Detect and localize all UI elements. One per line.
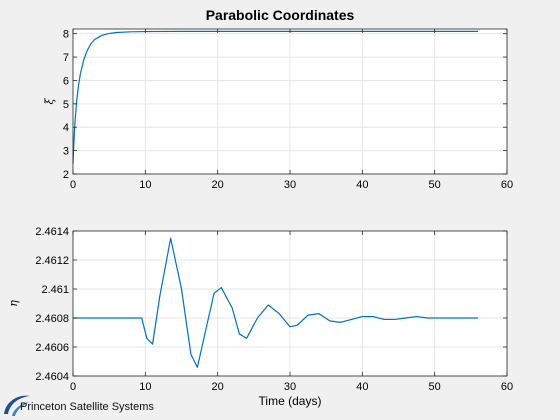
x-tick-label: 10	[139, 179, 151, 191]
figure-title: Parabolic Coordinates	[206, 7, 355, 23]
y-tick-label: 7	[63, 52, 69, 64]
y-axis-label: η	[7, 300, 20, 307]
y-tick-label: 2.4604	[35, 371, 69, 383]
y-tick-label: 5	[63, 99, 69, 111]
x-axis-label: Time (days)	[259, 394, 322, 408]
axes-eta: 0 10 20 30 40 50 60 2.4604 2.4606 2.4608 2.461 2.46…	[7, 226, 513, 408]
brand-name: Princeton Satellite Systems	[20, 401, 154, 413]
series-line-0	[73, 237, 479, 368]
x-tick-label: 60	[501, 381, 513, 393]
y-tick-label: 2.4608	[35, 313, 69, 325]
x-tick-label: 50	[429, 381, 441, 393]
y-axis-label: ξ	[43, 98, 56, 105]
x-tick-label: 30	[284, 381, 296, 393]
y-tick-label: 8	[63, 29, 69, 41]
axes-xi: 0 10 20 30 40 50 60 2 3 4 5 6 7 8 ξ	[43, 28, 513, 191]
x-tick-label: 40	[356, 381, 368, 393]
y-tick-label: 6	[63, 75, 69, 87]
x-tick-label: 0	[70, 179, 76, 191]
y-tick-label: 3	[63, 146, 69, 158]
y-tick-label: 2.461	[41, 284, 69, 296]
y-tick-label: 2.4606	[35, 342, 69, 354]
x-tick-label: 20	[212, 381, 224, 393]
y-tick-label: 2.4614	[35, 226, 69, 238]
x-tick-label: 30	[284, 179, 296, 191]
x-tick-label: 10	[139, 381, 151, 393]
swoosh-icon	[4, 395, 30, 416]
x-tick-label: 0	[70, 381, 76, 393]
x-tick-label: 60	[501, 179, 513, 191]
y-tick-label: 2	[63, 169, 69, 181]
brand-logo: Princeton Satellite Systems	[2, 390, 162, 418]
x-tick-label: 50	[429, 179, 441, 191]
y-tick-label: 2.4612	[35, 255, 69, 267]
x-tick-label: 20	[212, 179, 224, 191]
series-line-0	[72, 30, 479, 164]
x-tick-label: 40	[356, 179, 368, 191]
y-tick-label: 4	[63, 122, 69, 134]
